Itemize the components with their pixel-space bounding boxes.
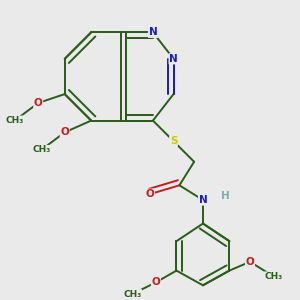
Text: O: O: [246, 257, 254, 267]
Text: CH₃: CH₃: [123, 290, 142, 298]
Text: H: H: [220, 190, 230, 201]
Text: O: O: [34, 98, 43, 108]
Text: O: O: [152, 278, 160, 287]
Text: S: S: [170, 136, 177, 146]
Text: CH₃: CH₃: [264, 272, 283, 281]
Text: N: N: [199, 195, 207, 205]
Text: O: O: [60, 128, 69, 137]
Text: O: O: [146, 189, 154, 199]
Text: N: N: [169, 54, 178, 64]
Text: N: N: [148, 27, 157, 38]
Text: CH₃: CH₃: [6, 116, 24, 125]
Text: CH₃: CH₃: [32, 146, 50, 154]
